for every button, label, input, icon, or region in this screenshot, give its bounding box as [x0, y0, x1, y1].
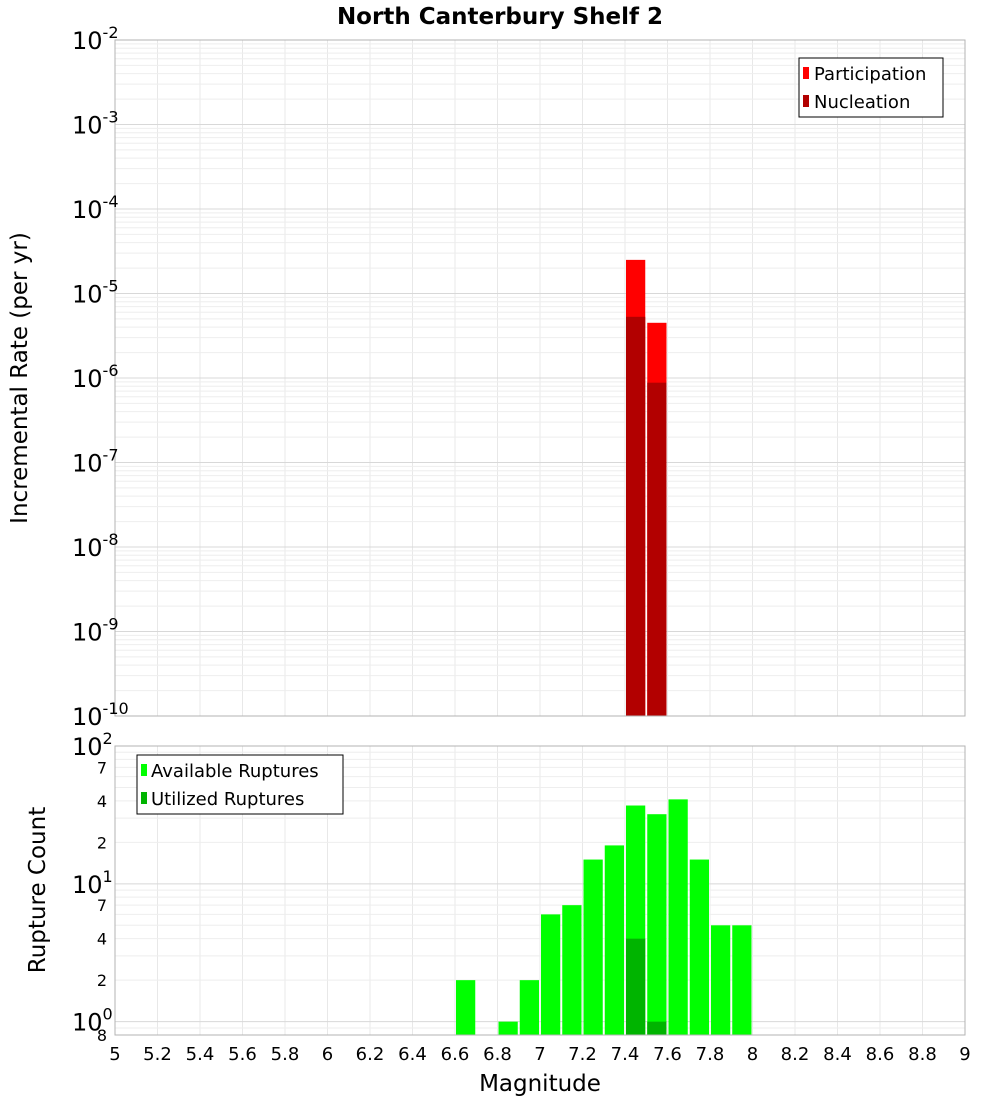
top-y-axis-label: Incremental Rate (per yr) — [7, 232, 33, 524]
chart-title: North Canterbury Shelf 2 — [337, 4, 663, 30]
count-bar-1-1 — [647, 1021, 667, 1035]
x-tick-label: 6.6 — [441, 1044, 470, 1065]
bottom-legend: Available Ruptures Utilized Ruptures — [136, 754, 344, 815]
count-bar-0-0 — [456, 980, 476, 1035]
legend-swatch-participation — [803, 67, 809, 79]
count-bar-0-6 — [604, 845, 624, 1035]
x-tick-label: 7.4 — [611, 1044, 640, 1065]
top-plot-frame — [114, 39, 966, 717]
y-tick-label: 10-4 — [72, 192, 119, 224]
y-minor-tick-label: 7 — [97, 758, 107, 777]
bottom-plot-bars — [456, 799, 752, 1035]
y-minor-tick-label: 2 — [97, 833, 107, 852]
count-bar-0-10 — [689, 859, 709, 1035]
x-tick-label: 6.2 — [356, 1044, 385, 1065]
count-bar-1-0 — [626, 938, 646, 1035]
y-minor-tick-label: 4 — [97, 792, 107, 811]
legend-swatch-nucleation — [803, 95, 809, 107]
x-axis-label: Magnitude — [479, 1071, 601, 1097]
legend-label-available: Available Ruptures — [151, 761, 319, 782]
x-tick-label: 8.6 — [866, 1044, 895, 1065]
x-tick-label: 7.8 — [696, 1044, 725, 1065]
count-bar-0-11 — [711, 925, 731, 1035]
count-bar-0-1 — [498, 1021, 518, 1035]
y-minor-tick-label: 2 — [97, 971, 107, 990]
bottom-y-axis-label: Rupture Count — [25, 807, 51, 973]
x-tick-label: 7.2 — [568, 1044, 597, 1065]
x-tick-label: 6.8 — [483, 1044, 512, 1065]
x-tick-label: 7 — [534, 1044, 545, 1065]
count-bar-0-3 — [541, 914, 561, 1035]
bottom-y-tick-labels: 100 101 102 8 2 4 7 2 4 7 — [72, 729, 113, 1045]
x-tick-label: 6.4 — [398, 1044, 427, 1065]
top-y-tick-labels: 10-10 10-9 10-8 10-7 10-6 10-5 10-4 10-3 10-2 — [72, 23, 129, 731]
count-bar-0-12 — [732, 925, 752, 1035]
y-minor-tick-label: 7 — [97, 896, 107, 915]
count-bar-0-4 — [562, 905, 582, 1035]
legend-label-nucleation: Nucleation — [814, 92, 910, 113]
top-plot-grid — [114, 40, 966, 717]
rate-bar-1-0 — [626, 316, 646, 716]
legend-swatch-utilized — [141, 792, 147, 804]
y-tick-label: 10-7 — [72, 446, 119, 478]
count-bar-0-2 — [519, 980, 539, 1035]
y-tick-label: 10-5 — [72, 277, 119, 309]
count-bar-0-5 — [583, 859, 603, 1035]
x-tick-label: 8.8 — [908, 1044, 937, 1065]
x-tick-label: 8 — [747, 1044, 758, 1065]
count-bar-0-8 — [647, 814, 667, 1035]
y-minor-tick-label: 4 — [97, 930, 107, 949]
x-tick-label: 5.4 — [186, 1044, 215, 1065]
x-tick-label: 6 — [322, 1044, 333, 1065]
y-minor-tick-label: 8 — [97, 1026, 107, 1045]
y-tick-label: 10-6 — [72, 361, 119, 393]
bottom-plot-frame — [114, 745, 966, 1036]
y-tick-label: 10-2 — [72, 23, 119, 55]
legend-label-utilized: Utilized Ruptures — [151, 789, 304, 810]
y-tick-label: 10-3 — [72, 108, 119, 140]
rate-bar-1-1 — [647, 382, 667, 716]
y-tick-label: 101 — [72, 867, 113, 899]
top-legend: Participation Nucleation — [798, 57, 944, 118]
x-tick-labels: 5 5.2 5.4 5.6 5.8 6 6.2 6.4 6.6 6.8 7 7.2 7.4 7.6 7.8 8… — [109, 1044, 970, 1065]
x-tick-label: 8.4 — [823, 1044, 852, 1065]
x-tick-label: 8.2 — [781, 1044, 810, 1065]
legend-swatch-available — [141, 764, 147, 776]
x-tick-label: 5.2 — [143, 1044, 172, 1065]
x-tick-label: 9 — [959, 1044, 970, 1065]
y-tick-label: 10-8 — [72, 530, 119, 562]
x-tick-label: 5.8 — [271, 1044, 300, 1065]
top-plot-bars — [626, 259, 667, 716]
x-tick-label: 5 — [109, 1044, 120, 1065]
y-tick-label: 10-9 — [72, 615, 119, 647]
x-tick-label: 7.6 — [653, 1044, 682, 1065]
legend-label-participation: Participation — [814, 64, 926, 85]
y-tick-label: 100 — [72, 1005, 113, 1037]
x-tick-label: 5.6 — [228, 1044, 257, 1065]
count-bar-0-9 — [668, 799, 688, 1035]
y-tick-label: 102 — [72, 729, 113, 761]
y-tick-label: 10-10 — [72, 699, 129, 731]
